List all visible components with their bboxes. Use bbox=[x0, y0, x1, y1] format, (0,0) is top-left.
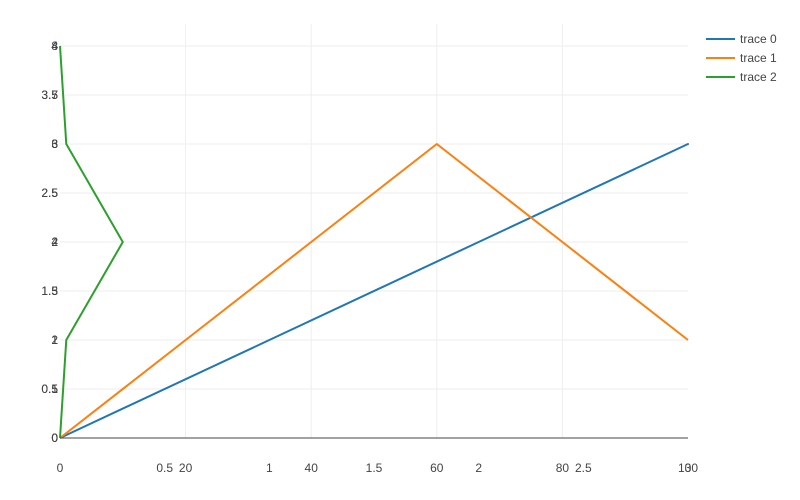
x-tick-label: 80 bbox=[556, 461, 570, 475]
y-tick-label: 2.5 bbox=[41, 186, 58, 200]
y-tick-label: 8 bbox=[51, 39, 58, 53]
y-tick-label: 4 bbox=[51, 39, 58, 53]
y-tick-label: 1.5 bbox=[41, 284, 58, 298]
y-tick-label: 0.5 bbox=[41, 382, 58, 396]
y-tick-label: 0.5 bbox=[41, 382, 58, 396]
y-tick-label: 4 bbox=[51, 235, 58, 249]
x-tick-label: 40 bbox=[305, 461, 319, 475]
plot-area bbox=[59, 45, 689, 439]
x-tick-label: 100 bbox=[678, 461, 698, 475]
grid bbox=[60, 24, 688, 438]
y-tick-label: 2 bbox=[51, 333, 58, 347]
legend-label: trace 2 bbox=[740, 70, 777, 84]
legend-label: trace 0 bbox=[740, 32, 777, 46]
y-tick-label: 2.5 bbox=[41, 186, 58, 200]
y-tick-label: 1 bbox=[51, 333, 58, 347]
y-tick-label: 0 bbox=[51, 431, 58, 445]
y-tick-label: 2 bbox=[51, 235, 58, 249]
x-tick-label: 2 bbox=[475, 461, 482, 475]
y-tick-label: 0 bbox=[51, 431, 58, 445]
y-tick-label: 1 bbox=[51, 333, 58, 347]
x-tick-label: 3 bbox=[685, 461, 692, 475]
y-tick-label: 3 bbox=[51, 137, 58, 151]
series-line-trace-2 bbox=[59, 45, 124, 439]
series-line-trace-1 bbox=[59, 143, 689, 439]
x-tick-label: 0.5 bbox=[156, 461, 173, 475]
y-tick-label: 3 bbox=[51, 284, 58, 298]
y-tick-label: 4 bbox=[51, 39, 58, 53]
x-tick-label: 1 bbox=[266, 461, 273, 475]
legend-item[interactable]: trace 0 bbox=[706, 32, 777, 46]
y-tick-label: 0 bbox=[51, 431, 58, 445]
y-tick-label: 5 bbox=[51, 186, 58, 200]
x-tick-label: 2.5 bbox=[575, 461, 592, 475]
legend[interactable]: trace 0 trace 1 trace 2 bbox=[706, 32, 777, 84]
y-tick-label: 2 bbox=[51, 235, 58, 249]
axis-ticks: 0 0.5 1 1.5 2 2.5 320 40 60 80 10000.511.522.533.5… bbox=[41, 39, 698, 475]
series-line-trace-0 bbox=[59, 143, 689, 439]
x-tick-label: 0 bbox=[57, 461, 64, 475]
y-tick-label: 6 bbox=[51, 137, 58, 151]
y-tick-label: 3.5 bbox=[41, 88, 58, 102]
x-tick-label: 60 bbox=[430, 461, 444, 475]
y-tick-label: 1.5 bbox=[41, 284, 58, 298]
y-tick-label: 3.5 bbox=[41, 88, 58, 102]
x-tick-label: 20 bbox=[179, 461, 193, 475]
legend-label: trace 1 bbox=[740, 51, 777, 65]
y-tick-label: 3 bbox=[51, 137, 58, 151]
legend-item[interactable]: trace 2 bbox=[706, 70, 777, 84]
legend-item[interactable]: trace 1 bbox=[706, 51, 777, 65]
y-tick-label: 1 bbox=[51, 382, 58, 396]
x-tick-label: 1.5 bbox=[366, 461, 383, 475]
y-tick-label: 7 bbox=[51, 88, 58, 102]
